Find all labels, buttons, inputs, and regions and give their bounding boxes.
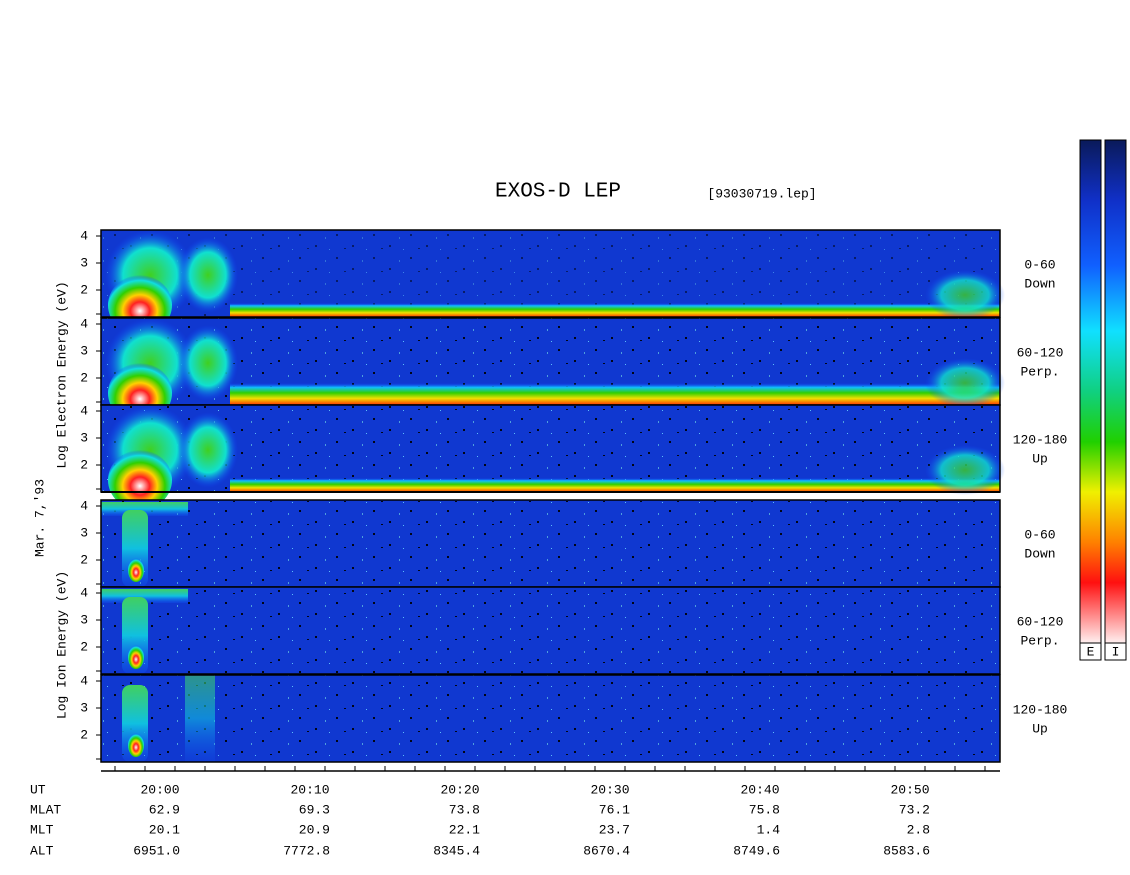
ion-streak <box>185 675 215 762</box>
ephemeris-value: 8583.6 <box>883 843 930 858</box>
y-tick-label: 4 <box>80 228 88 243</box>
y-tick-label: 2 <box>80 727 88 742</box>
colorbar-key <box>1079 642 1102 661</box>
y-tick-label: 2 <box>80 282 88 297</box>
ephemeris-value: 20.9 <box>299 822 330 837</box>
low-energy-band <box>230 478 1000 492</box>
burst-core <box>108 450 172 510</box>
speckle <box>101 500 1000 587</box>
ephemeris-value: 1.4 <box>757 822 781 837</box>
direction-label: Down <box>1024 546 1055 561</box>
speckle <box>101 587 1000 674</box>
colorbar-label: E <box>1087 644 1095 659</box>
speckle <box>101 230 1000 317</box>
row-label: MLT <box>30 822 54 837</box>
ion-core <box>128 645 144 669</box>
colorbar-label: I <box>1112 644 1120 659</box>
time-label: 20:40 <box>740 782 779 797</box>
late-activity <box>925 445 1005 495</box>
ephemeris-value: 23.7 <box>599 822 630 837</box>
colorbar <box>1079 139 1102 644</box>
y-tick-label: 2 <box>80 639 88 654</box>
ephemeris-value: 75.8 <box>749 802 780 817</box>
axis-label: Log Ion Energy (eV) <box>54 571 69 719</box>
chart-title: EXOS-D LEP <box>495 181 621 204</box>
ion-core <box>128 558 144 582</box>
ephemeris-value: 7772.8 <box>283 843 330 858</box>
pitch-label: 60-120 <box>1017 345 1064 360</box>
y-tick-label: 3 <box>80 525 88 540</box>
pitch-label: 0-60 <box>1024 527 1055 542</box>
low-energy-band <box>230 383 1000 405</box>
late-activity <box>925 270 1005 320</box>
file-name: [93030719.lep] <box>707 186 816 201</box>
y-tick-label: 4 <box>80 498 88 513</box>
ephemeris-value: 8749.6 <box>733 843 780 858</box>
late-activity <box>925 358 1005 408</box>
speckle <box>101 675 1000 762</box>
row-label: MLAT <box>30 802 61 817</box>
y-tick-label: 2 <box>80 370 88 385</box>
panel-frame <box>100 586 1001 675</box>
time-label: 20:50 <box>890 782 929 797</box>
time-label: 20:10 <box>290 782 329 797</box>
axis-label: Log Electron Energy (eV) <box>54 281 69 468</box>
ion-top <box>101 502 188 516</box>
pitch-label: 120-180 <box>1013 432 1068 447</box>
ephemeris-value: 69.3 <box>299 802 330 817</box>
y-tick-label: 4 <box>80 673 88 688</box>
y-tick-label: 3 <box>80 612 88 627</box>
row-label: UT <box>30 782 46 797</box>
y-tick-label: 2 <box>80 552 88 567</box>
y-tick-label: 3 <box>80 700 88 715</box>
time-label: 20:30 <box>590 782 629 797</box>
direction-label: Up <box>1032 721 1048 736</box>
colorbar <box>1104 139 1127 644</box>
burst <box>178 412 238 488</box>
ephemeris-value: 76.1 <box>599 802 630 817</box>
pitch-label: 60-120 <box>1017 614 1064 629</box>
y-tick-label: 4 <box>80 585 88 600</box>
ephemeris-value: 20.1 <box>149 822 180 837</box>
direction-label: Perp. <box>1020 633 1059 648</box>
ephemeris-value: 2.8 <box>907 822 930 837</box>
colorbar-key <box>1104 642 1127 661</box>
panel-frame <box>100 229 1001 318</box>
ion-core <box>128 733 144 757</box>
ion-top <box>101 589 188 603</box>
ephemeris-value: 73.2 <box>899 802 930 817</box>
ephemeris-value: 8345.4 <box>433 843 480 858</box>
pitch-label: 120-180 <box>1013 702 1068 717</box>
ephemeris-value: 73.8 <box>449 802 480 817</box>
row-label: ALT <box>30 843 54 858</box>
ephemeris-value: 8670.4 <box>583 843 630 858</box>
ephemeris-value: 62.9 <box>149 802 180 817</box>
time-label: 20:20 <box>440 782 479 797</box>
burst <box>178 325 238 401</box>
speckle <box>101 405 1000 492</box>
ephemeris-value: 22.1 <box>449 822 480 837</box>
y-tick-label: 4 <box>80 316 88 331</box>
direction-label: Perp. <box>1020 364 1059 379</box>
burst <box>178 237 238 313</box>
panel-frame <box>100 674 1001 763</box>
ephemeris-value: 6951.0 <box>133 843 180 858</box>
pitch-label: 0-60 <box>1024 257 1055 272</box>
y-tick-label: 2 <box>80 457 88 472</box>
low-energy-band <box>230 303 1000 317</box>
y-tick-label: 3 <box>80 255 88 270</box>
direction-label: Down <box>1024 276 1055 291</box>
y-tick-label: 3 <box>80 430 88 445</box>
axis-label: Mar. 7,'93 <box>32 479 47 557</box>
time-label: 20:00 <box>140 782 179 797</box>
y-tick-label: 4 <box>80 403 88 418</box>
y-tick-label: 3 <box>80 343 88 358</box>
direction-label: Up <box>1032 451 1048 466</box>
